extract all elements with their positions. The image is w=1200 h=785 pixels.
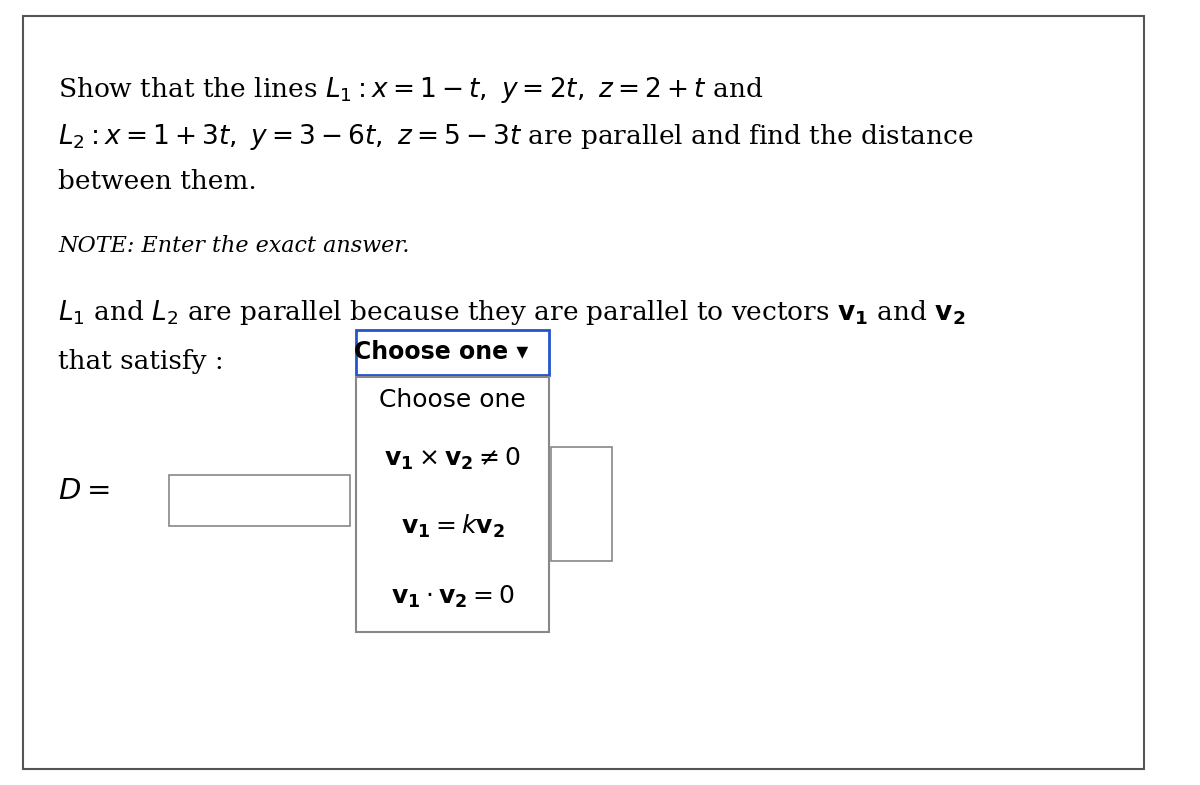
Text: NOTE: Enter the exact answer.: NOTE: Enter the exact answer. xyxy=(59,236,410,257)
FancyBboxPatch shape xyxy=(23,16,1145,769)
Text: Show that the lines $L_1 : x = 1-t,\ y = 2t,\ z = 2+t$ and: Show that the lines $L_1 : x = 1-t,\ y =… xyxy=(59,75,763,104)
Text: Choose one: Choose one xyxy=(379,389,526,412)
Text: $L_1$ and $L_2$ are parallel because they are parallel to vectors $\mathbf{v_1}$: $L_1$ and $L_2$ are parallel because the… xyxy=(59,298,966,327)
Text: that satisfy :: that satisfy : xyxy=(59,349,224,374)
Text: $L_2 : x = 1+3t,\ y = 3-6t,\ z = 5-3t$ are parallel and find the distance: $L_2 : x = 1+3t,\ y = 3-6t,\ z = 5-3t$ a… xyxy=(59,122,974,152)
FancyBboxPatch shape xyxy=(356,330,548,375)
FancyBboxPatch shape xyxy=(551,447,612,561)
FancyBboxPatch shape xyxy=(169,475,350,526)
Text: $\mathbf{v_1}\cdot\mathbf{v_2}=0$: $\mathbf{v_1}\cdot\mathbf{v_2}=0$ xyxy=(391,583,515,610)
Text: Choose one ▾: Choose one ▾ xyxy=(354,341,528,364)
Text: between them.: between them. xyxy=(59,169,257,194)
Text: $\mathbf{v_1}\times\mathbf{v_2}\neq 0$: $\mathbf{v_1}\times\mathbf{v_2}\neq 0$ xyxy=(384,446,521,473)
Text: $D =$: $D =$ xyxy=(59,476,110,505)
Text: $\mathbf{v_1} = k\mathbf{v_2}$: $\mathbf{v_1} = k\mathbf{v_2}$ xyxy=(401,513,504,539)
FancyBboxPatch shape xyxy=(356,377,548,632)
